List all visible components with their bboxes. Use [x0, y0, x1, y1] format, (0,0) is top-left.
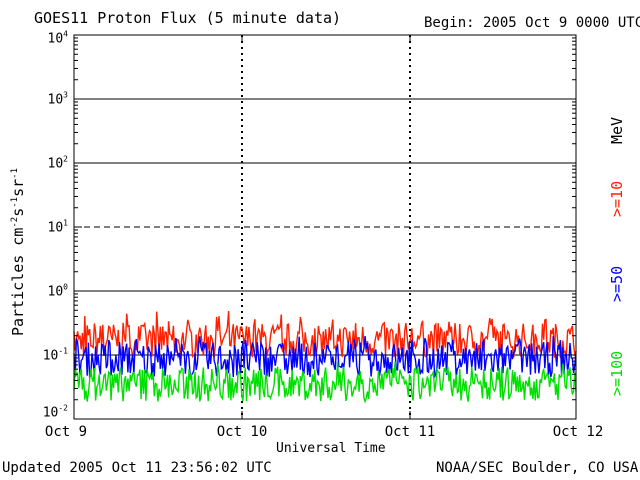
updated-timestamp: Updated 2005 Oct 11 23:56:02 UTC [2, 460, 272, 476]
x-tick-label: Oct 12 [552, 424, 604, 440]
legend-10mev: >=10 [608, 180, 626, 217]
y-tick-label: 103 [47, 90, 68, 108]
x-axis-label: Universal Time [276, 441, 386, 456]
series-line [73, 310, 577, 359]
y-tick-label: 100 [47, 282, 68, 300]
y-tick-label: 104 [47, 29, 68, 47]
y-axis-label: Particles cm-2s-1sr-1 [9, 168, 27, 336]
chart-title: GOES11 Proton Flux (5 minute data) [34, 9, 342, 27]
x-tick-label: Oct 10 [216, 424, 268, 440]
begin-time: Begin: 2005 Oct 9 0000 UTC [424, 15, 640, 31]
y-tick-label: 102 [47, 154, 68, 172]
legend-100mev: >=100 [608, 350, 626, 396]
x-tick-label: Oct 11 [384, 424, 436, 440]
y-tick-label: 101 [47, 218, 68, 236]
credit-text: NOAA/SEC Boulder, CO USA [436, 460, 639, 476]
series-line [73, 361, 577, 404]
x-tick-label: Oct 9 [44, 424, 88, 440]
series-line [73, 336, 577, 380]
unit-label: MeV [608, 116, 626, 144]
y-tick-label: 10-1 [42, 346, 68, 364]
y-tick-label: 10-2 [42, 403, 68, 421]
legend-50mev: >=50 [608, 265, 626, 302]
